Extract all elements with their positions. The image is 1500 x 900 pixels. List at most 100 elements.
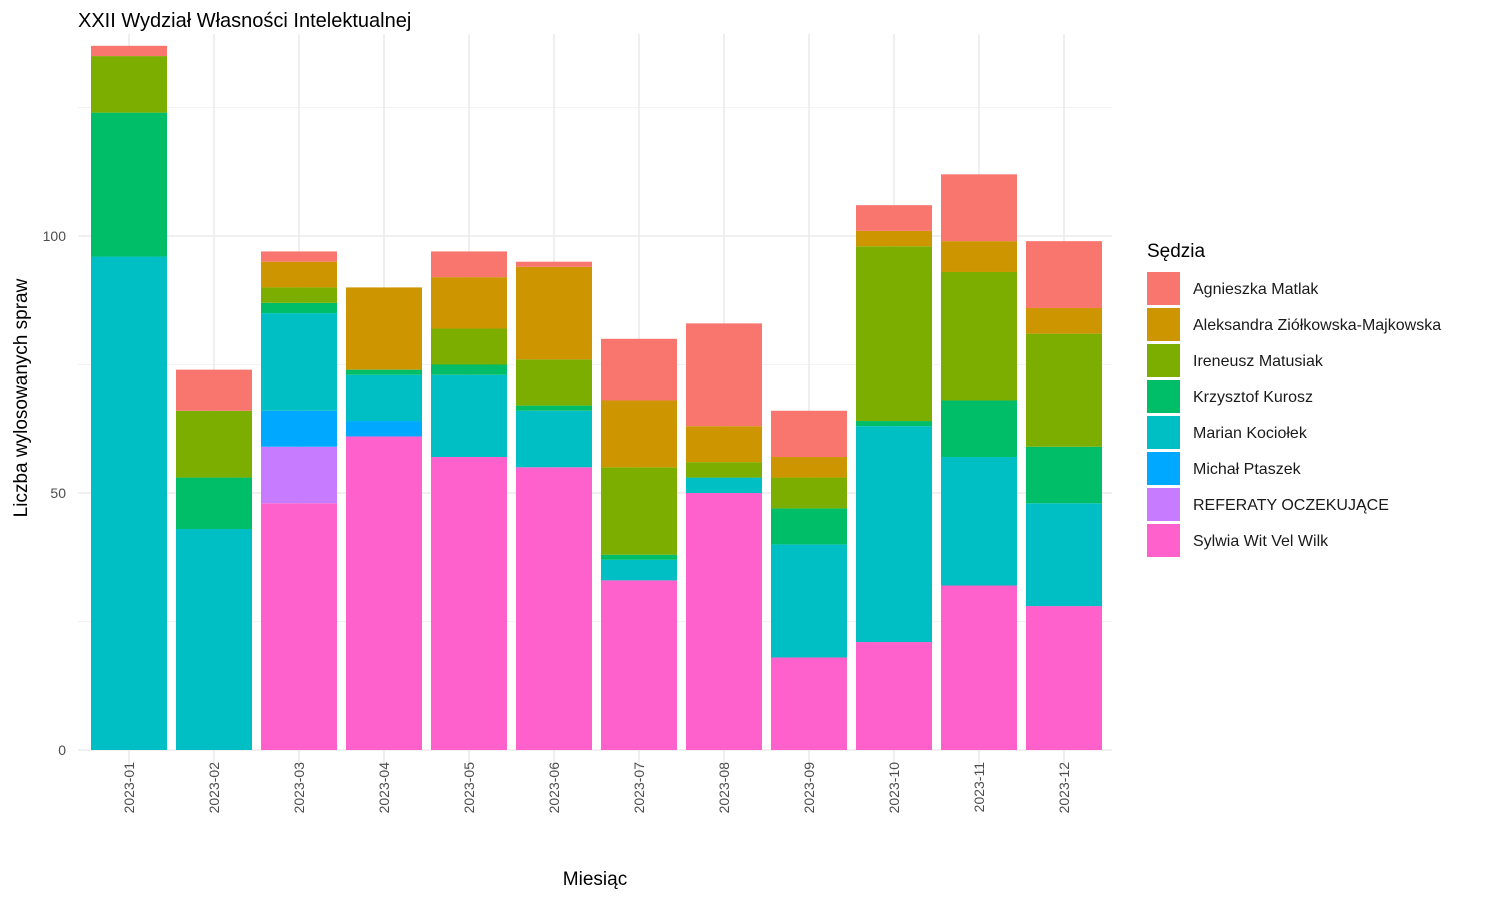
bar-segment <box>431 277 507 329</box>
bar-segment <box>601 467 677 555</box>
chart-title: XXII Wydział Własności Intelektualnej <box>78 10 411 32</box>
bar-segment <box>856 246 932 422</box>
x-tick-label: 2023-05 <box>461 762 477 814</box>
bar-segment <box>516 405 592 411</box>
bar-segment <box>261 251 337 262</box>
legend-label: Marian Kociołek <box>1193 425 1308 442</box>
bar-segment <box>601 338 677 401</box>
bar-segment <box>941 585 1017 750</box>
x-tick-label: 2023-06 <box>546 762 562 814</box>
bar-segment <box>771 544 847 658</box>
bar-segment <box>346 287 422 370</box>
bar-segment <box>601 554 677 560</box>
bar-segment <box>91 45 167 57</box>
bar-segment <box>176 410 252 478</box>
bar-segment <box>261 302 337 314</box>
bar-segment <box>856 642 932 750</box>
bar-segment <box>516 359 592 406</box>
bar-segment <box>941 457 1017 586</box>
legend-label: Sylwia Wit Vel Wilk <box>1193 533 1329 550</box>
legend-swatch <box>1147 524 1180 557</box>
bar-segment <box>261 503 337 750</box>
x-tick-label: 2023-08 <box>716 762 732 814</box>
bar-segment <box>261 261 337 288</box>
bar-segment <box>431 364 507 375</box>
y-tick-label: 50 <box>50 485 66 501</box>
bar-segment <box>686 493 762 750</box>
bar-segment <box>1026 333 1102 447</box>
x-tick-label: 2023-04 <box>376 762 392 814</box>
bar-segment <box>686 477 762 493</box>
legend-label: Agnieszka Matlak <box>1193 281 1319 298</box>
bar-segment <box>91 256 167 750</box>
bar-segment <box>261 287 337 303</box>
bar-segment <box>261 313 337 411</box>
bars <box>91 45 1102 750</box>
bar-segment <box>176 477 252 529</box>
bar-segment <box>431 374 507 458</box>
y-tick-label: 100 <box>43 228 67 244</box>
bar-segment <box>771 477 847 509</box>
y-axis-title: Liczba wylosowanych spraw <box>11 278 32 517</box>
bar-segment <box>176 369 252 411</box>
bar-segment <box>856 426 932 643</box>
bar-segment <box>771 657 847 750</box>
bar-segment <box>856 230 932 247</box>
legend-label: Krzysztof Kurosz <box>1193 389 1313 406</box>
legend-label: Michał Ptaszek <box>1193 461 1302 478</box>
x-tick-label: 2023-07 <box>631 762 647 814</box>
bar-segment <box>686 462 762 478</box>
bar-segment <box>856 205 932 231</box>
bar-segment <box>176 528 252 750</box>
bar-segment <box>1026 307 1102 334</box>
bar-segment <box>771 410 847 458</box>
bar-segment <box>686 323 762 427</box>
bar-segment <box>346 374 422 422</box>
bar-segment <box>261 410 337 447</box>
bar-segment <box>1026 241 1102 308</box>
legend-swatch <box>1147 488 1180 521</box>
bar-segment <box>431 457 507 750</box>
legend-label: Aleksandra Ziółkowska-Majkowska <box>1193 317 1441 334</box>
bar-segment <box>516 410 592 468</box>
bar-segment <box>431 328 507 365</box>
legend-swatch <box>1147 344 1180 377</box>
bar-segment <box>346 436 422 750</box>
y-axis-ticks: 0 50 100 <box>43 228 67 758</box>
bar-segment <box>516 266 592 360</box>
legend-title: Sędzia <box>1147 241 1206 262</box>
bar-segment <box>856 421 932 427</box>
x-tick-label: 2023-10 <box>886 762 902 814</box>
legend-label: Ireneusz Matusiak <box>1193 353 1324 370</box>
x-tick-label: 2023-11 <box>971 762 987 813</box>
bar-segment <box>346 369 422 375</box>
legend-label: REFERATY OCZEKUJĄCE <box>1193 497 1389 514</box>
bar-segment <box>516 261 592 267</box>
legend: Sędzia Agnieszka Matlak Aleksandra Ziółko… <box>1147 241 1441 557</box>
x-axis-title: Miesiąc <box>563 869 627 890</box>
bar-segment <box>601 559 677 581</box>
bar-segment <box>941 174 1017 242</box>
legend-swatch <box>1147 416 1180 449</box>
bar-segment <box>91 56 167 113</box>
legend-swatch <box>1147 380 1180 413</box>
legend-swatch <box>1147 272 1180 305</box>
bar-segment <box>941 241 1017 272</box>
bar-segment <box>941 271 1017 401</box>
y-tick-label: 0 <box>58 742 66 758</box>
bar-segment <box>1026 606 1102 750</box>
bar-segment <box>261 446 337 504</box>
bar-segment <box>431 251 507 278</box>
bar-segment <box>941 400 1017 458</box>
bar-segment <box>686 426 762 463</box>
legend-swatch <box>1147 452 1180 485</box>
bar-segment <box>1026 446 1102 504</box>
x-axis-ticks: 2023-01 2023-02 2023-03 2023-04 2023-05 2023-… <box>121 762 1072 814</box>
x-tick-label: 2023-02 <box>206 762 222 814</box>
x-tick-label: 2023-12 <box>1056 762 1072 814</box>
bar-segment <box>1026 503 1102 607</box>
bar-segment <box>601 580 677 750</box>
bar-segment <box>346 421 422 437</box>
bar-segment <box>516 467 592 750</box>
